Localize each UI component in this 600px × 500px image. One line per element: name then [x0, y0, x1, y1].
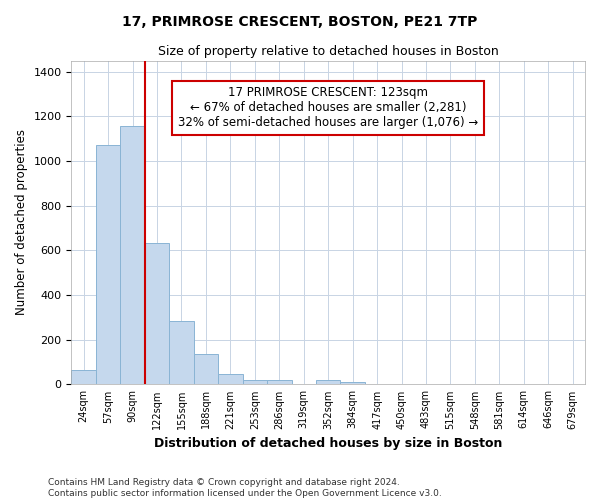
Bar	[340, 382, 365, 384]
Title: Size of property relative to detached houses in Boston: Size of property relative to detached ho…	[158, 45, 499, 58]
Bar	[316, 380, 340, 384]
Bar	[96, 146, 121, 384]
X-axis label: Distribution of detached houses by size in Boston: Distribution of detached houses by size …	[154, 437, 502, 450]
Bar	[194, 354, 218, 384]
Bar	[169, 321, 194, 384]
Text: Contains HM Land Registry data © Crown copyright and database right 2024.
Contai: Contains HM Land Registry data © Crown c…	[48, 478, 442, 498]
Y-axis label: Number of detached properties: Number of detached properties	[15, 130, 28, 316]
Bar	[267, 380, 292, 384]
Text: 17, PRIMROSE CRESCENT, BOSTON, PE21 7TP: 17, PRIMROSE CRESCENT, BOSTON, PE21 7TP	[122, 15, 478, 29]
Bar	[242, 380, 267, 384]
Text: 17 PRIMROSE CRESCENT: 123sqm
← 67% of detached houses are smaller (2,281)
32% of: 17 PRIMROSE CRESCENT: 123sqm ← 67% of de…	[178, 86, 478, 130]
Bar	[145, 242, 169, 384]
Bar	[71, 370, 96, 384]
Bar	[218, 374, 242, 384]
Bar	[121, 126, 145, 384]
